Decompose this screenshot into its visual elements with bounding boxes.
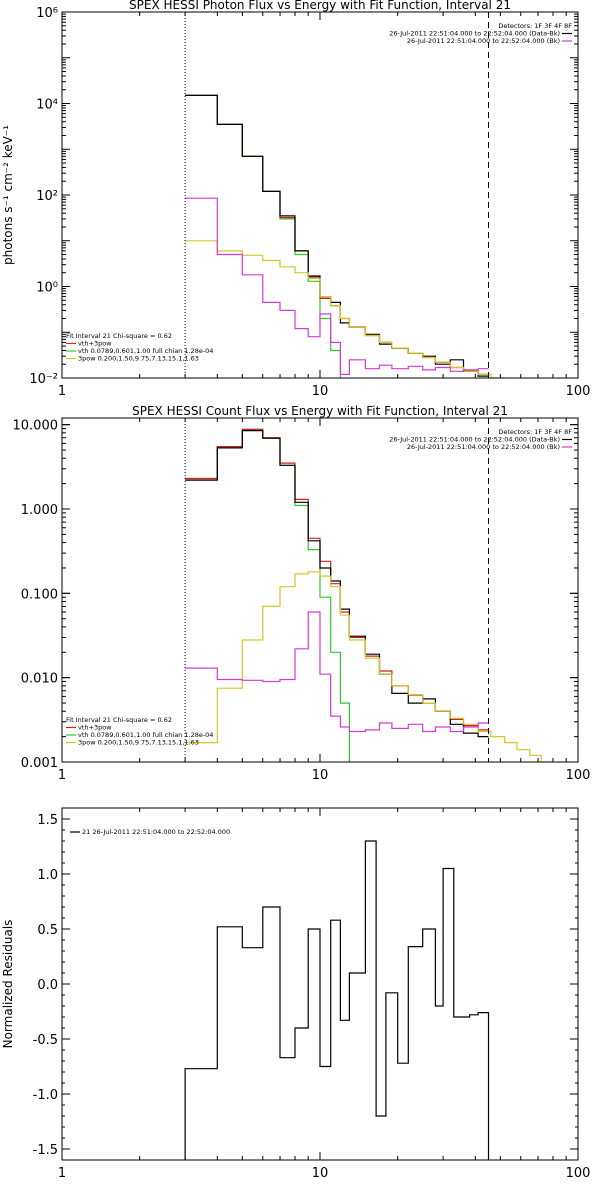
- x-tick-label: 10: [312, 1166, 329, 1181]
- series-line-5: [185, 197, 489, 375]
- y-axis-label: photons s⁻¹ cm⁻² keV⁻¹: [1, 125, 15, 265]
- legend-entry: vth+3pow: [78, 724, 112, 732]
- series-line-2: [185, 428, 489, 731]
- y-tick-label: 10⁶: [36, 6, 58, 21]
- y-tick-label: 1.5: [37, 813, 58, 828]
- y-tick-label: 1.000: [21, 503, 58, 518]
- y-tick-label: 10²: [36, 189, 58, 204]
- y-tick-label: 10⁴: [36, 98, 58, 113]
- legend-entry: 26-Jul-2011 22:51:04.000 to 22:52:04.000…: [407, 443, 560, 451]
- series-line-1: [185, 428, 350, 762]
- y-tick-label: 0.0: [37, 978, 58, 993]
- y-tick-label: 10⁻²: [29, 372, 58, 387]
- panel-1: SPEX HESSI Photon Flux vs Energy with Fi…: [1, 0, 590, 399]
- series-line-3: [185, 94, 489, 377]
- legend-entry: Fit Interval 21 Chi-square = 0.62: [66, 716, 172, 724]
- x-tick-label: 100: [566, 384, 591, 399]
- chart-title: SPEX HESSI Photon Flux vs Energy with Fi…: [129, 0, 511, 12]
- legend-entry: vth 0.0789,0.601,1.00 full chian 1.28e-0…: [78, 731, 213, 739]
- y-tick-label: 0.100: [21, 587, 58, 602]
- series-line-4: [185, 571, 551, 762]
- chart-title: SPEX HESSI Count Flux vs Energy with Fit…: [132, 404, 508, 418]
- legend-entry: 26-Jul-2011 22:51:04.000 to 22:52:04.000…: [389, 436, 560, 444]
- y-axis-label: Normalized Residuals: [1, 920, 15, 1049]
- series-line-1: [184, 840, 490, 1160]
- x-tick-label: 10: [312, 384, 329, 399]
- y-tick-label: -1.5: [33, 1143, 58, 1158]
- legend-entry: Detectors: 1F 3F 4F 8F: [498, 22, 572, 30]
- y-tick-label: -0.5: [33, 1033, 58, 1048]
- legend-entry: vth 0.0789,0.601,1.00 full chian 1.28e-0…: [78, 347, 213, 355]
- series-line-4: [185, 240, 505, 378]
- y-tick-label: 0.001: [21, 756, 58, 771]
- panel-3: Normalized Residuals 1 10 100 -1.5 -1.0 -0.5 0.…: [1, 807, 591, 1181]
- series-group: [185, 428, 551, 762]
- y-tick-label: 10.000: [13, 419, 59, 434]
- legend-entry: 3pow 0.200,1.50,9.75,7.13,15.1,1.63: [78, 355, 199, 363]
- series-line-5: [185, 611, 489, 733]
- legend-entry: 26-Jul-2011 22:51:04.000 to 22:52:04.000…: [389, 30, 560, 38]
- x-tick-label: 10: [312, 768, 329, 783]
- x-tick-label: 100: [566, 768, 591, 783]
- y-tick-label: 0.010: [21, 672, 58, 687]
- panel-2: SPEX HESSI Count Flux vs Energy with Fit…: [13, 404, 591, 783]
- legend-entry: 21 26-Jul-2011 22:51:04.000 to 22:52:04.…: [82, 828, 230, 836]
- x-tick-label: 1: [58, 384, 66, 399]
- legend-entry: Detectors: 1F 3F 4F 8F: [498, 428, 572, 436]
- legend-entry: vth+3pow: [78, 340, 112, 348]
- y-tick-label: 1.0: [37, 868, 58, 883]
- x-tick-label: 1: [58, 768, 66, 783]
- y-tick-label: 0.5: [37, 923, 58, 938]
- legend-entry: 26-Jul-2011 22:51:04.000 to 22:52:04.000…: [407, 37, 560, 45]
- series-group: [184, 840, 490, 1160]
- y-tick-label: 10⁰: [36, 281, 58, 296]
- x-tick-label: 1: [58, 1166, 66, 1181]
- series-group: [185, 94, 505, 378]
- legend-entry: 3pow 0.200,1.50,9.75,7.13,15.1,1.63: [78, 739, 199, 747]
- series-line-2: [185, 94, 489, 375]
- y-tick-label: -1.0: [33, 1088, 58, 1103]
- legend-entry: Fit Interval 21 Chi-square = 0.62: [66, 332, 172, 340]
- x-tick-label: 100: [566, 1166, 591, 1181]
- series-line-1: [185, 94, 341, 378]
